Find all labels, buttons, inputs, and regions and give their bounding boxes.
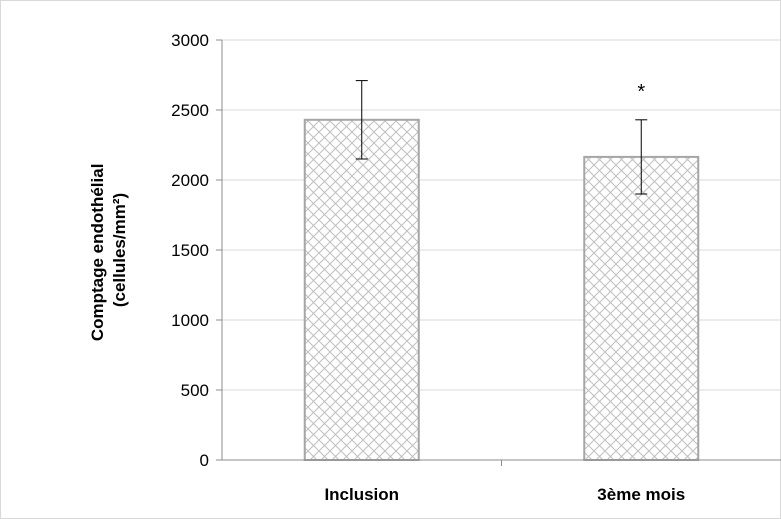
y-axis-title: Comptage endothélial (cellules/mm²) [88, 159, 129, 341]
y-tick-label: 2000 [171, 171, 209, 190]
bar [583, 155, 700, 461]
error-bars [355, 80, 648, 195]
bar [303, 118, 420, 462]
axes [221, 40, 781, 461]
category-labels: Inclusion 3ème mois [324, 485, 685, 504]
y-tick-label: 2500 [171, 101, 209, 120]
y-axis-title-line-2: (cellules/mm²) [110, 193, 129, 307]
y-tick-label: 3000 [171, 31, 209, 50]
x-category-label: Inclusion [324, 485, 399, 504]
x-category-label: 3ème mois [597, 485, 685, 504]
y-axis-title-line-1: Comptage endothélial [88, 164, 107, 342]
y-tick-label: 0 [200, 451, 209, 470]
tick-labels: 0 500 1000 1500 2000 2500 3000 [171, 31, 209, 470]
bars [303, 118, 700, 466]
y-tick-label: 1000 [171, 311, 209, 330]
annotations: * [637, 81, 645, 103]
y-tick-label: 500 [181, 381, 209, 400]
significance-marker: * [637, 81, 645, 103]
y-tick-label: 1500 [171, 241, 209, 260]
